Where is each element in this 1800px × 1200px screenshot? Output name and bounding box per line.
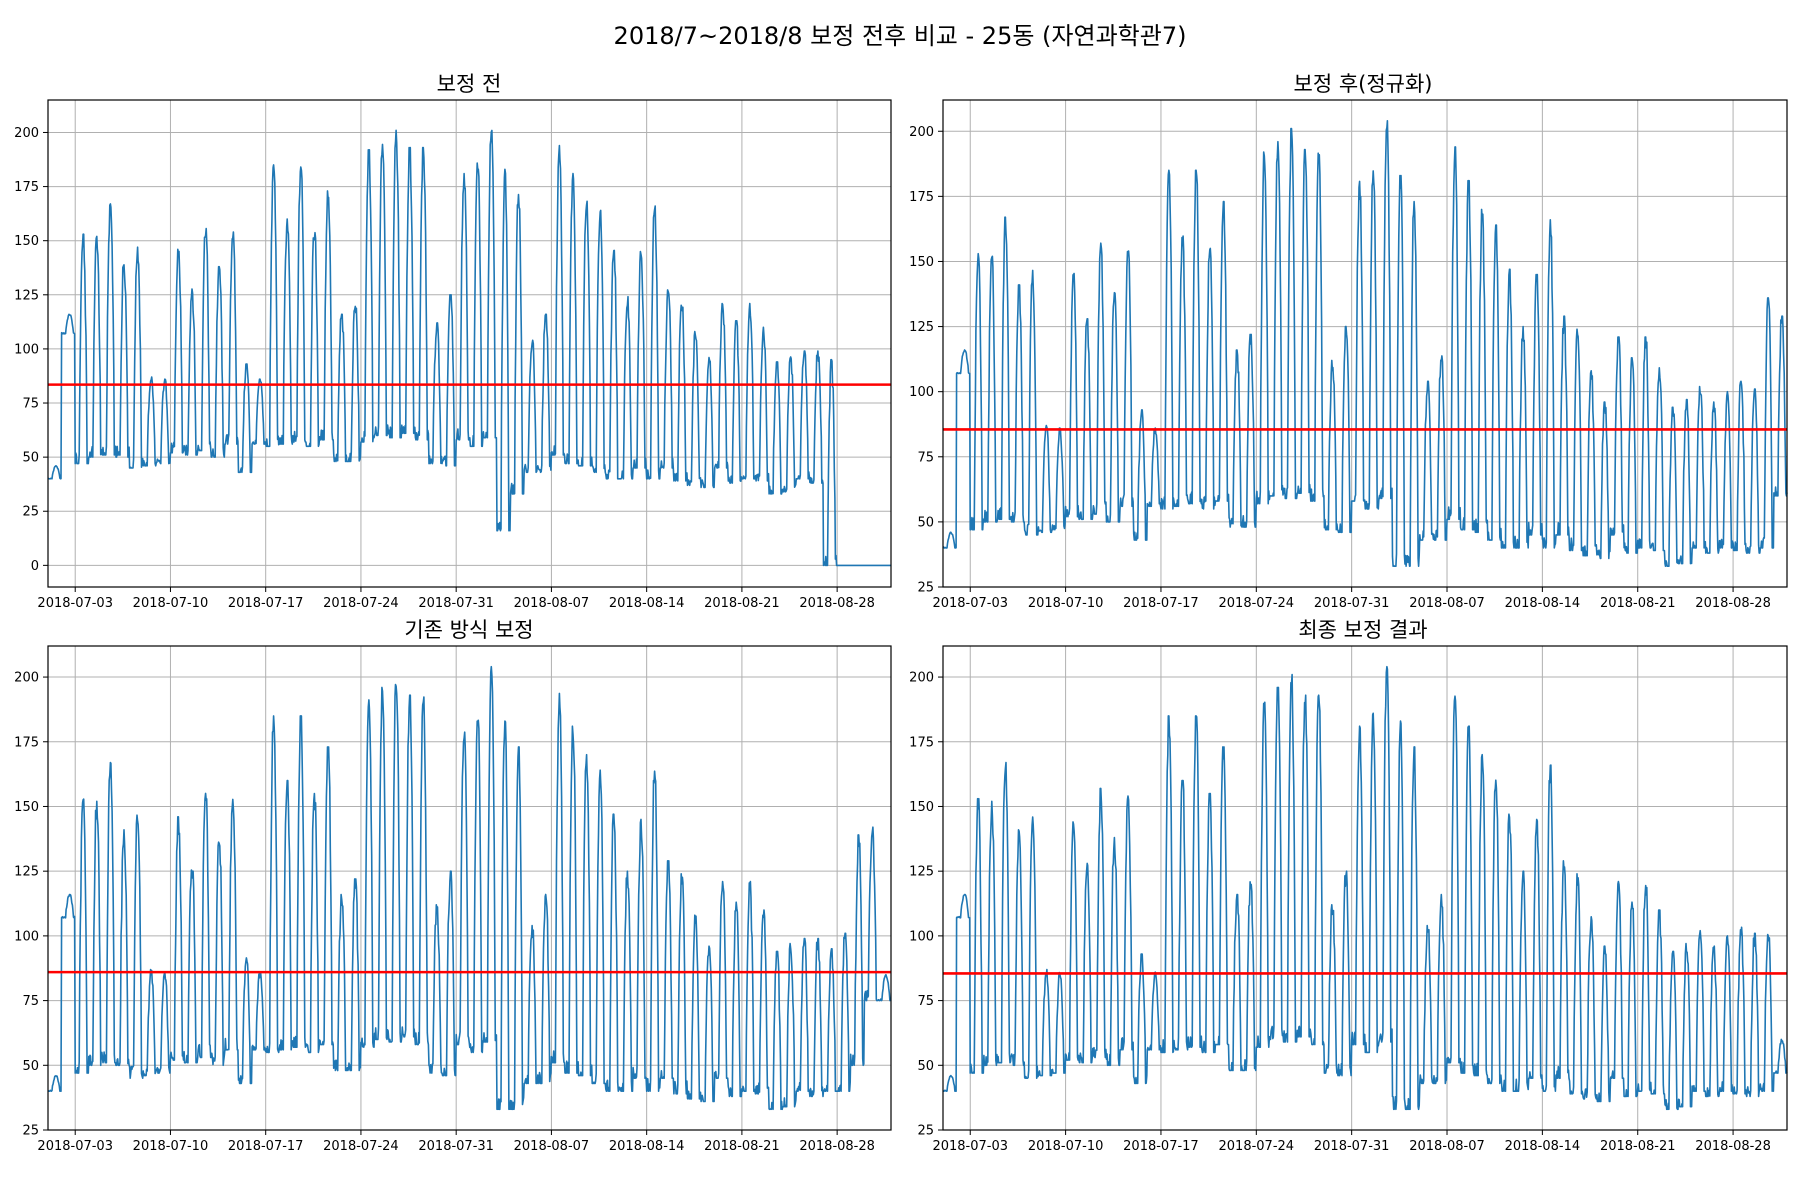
y-tick-label: 150: [909, 255, 934, 270]
panel-after-normalized: 보정 후(정규화) 25 50 75 100 125 150 175 200 2018-07-0…: [909, 72, 1788, 611]
x-tick-label: 2018-08-28: [799, 596, 875, 611]
series-line: [942, 120, 1788, 568]
series-line: [47, 129, 892, 567]
axes-frame: [942, 645, 1788, 1131]
axes-frame: [942, 99, 1788, 588]
x-tick-label: 2018-07-17: [1123, 1139, 1199, 1154]
y-tick-label: 150: [909, 800, 934, 815]
x-tick-label: 2018-08-14: [609, 596, 685, 611]
y-tick-label: 175: [909, 735, 934, 750]
x-tick-label: 2018-07-10: [133, 1139, 209, 1154]
y-tick-label: 175: [909, 190, 934, 205]
panel-final-correction: 최종 보정 결과 25 50 75 100 125 150 175 200 2018-07-03…: [909, 618, 1788, 1154]
y-tick-label: 50: [22, 451, 39, 466]
x-tick-label: 2018-07-31: [1314, 596, 1390, 611]
x-tick-label: 2018-07-10: [1028, 596, 1104, 611]
x-tick-label: 2018-07-03: [932, 1139, 1008, 1154]
x-tick-label: 2018-08-28: [799, 1139, 875, 1154]
y-tick-label: 150: [14, 800, 39, 815]
y-tick-label: 25: [917, 1124, 934, 1139]
y-tick-label: 75: [917, 450, 934, 465]
y-tick-label: 75: [917, 994, 934, 1009]
x-tick-label: 2018-08-28: [1695, 596, 1771, 611]
x-tick-label: 2018-07-17: [228, 1139, 304, 1154]
y-tick-label: 150: [14, 234, 39, 249]
x-tick-label: 2018-08-21: [704, 596, 780, 611]
y-tick-label: 125: [909, 320, 934, 335]
x-tick-label: 2018-08-21: [704, 1139, 780, 1154]
y-tick-label: 25: [917, 581, 934, 596]
y-tick-label: 25: [22, 505, 39, 520]
x-tick-label: 2018-07-31: [1314, 1139, 1390, 1154]
y-tick-label: 100: [909, 385, 934, 400]
panel-title: 보정 전: [437, 72, 502, 96]
y-tick-label: 50: [917, 515, 934, 530]
x-tick-label: 2018-07-24: [1219, 1139, 1295, 1154]
axes-frame: [47, 645, 892, 1131]
x-tick-label: 2018-07-17: [1123, 596, 1199, 611]
y-tick-label: 100: [909, 929, 934, 944]
y-tick-label: 25: [22, 1124, 39, 1139]
y-tick-label: 50: [917, 1059, 934, 1074]
y-tick-label: 200: [14, 671, 39, 686]
y-tick-label: 125: [909, 865, 934, 880]
x-tick-label: 2018-07-10: [133, 596, 209, 611]
y-tick-label: 100: [14, 929, 39, 944]
x-tick-label: 2018-08-07: [1409, 596, 1485, 611]
axes-frame: [47, 99, 892, 588]
x-tick-label: 2018-08-21: [1600, 1139, 1676, 1154]
y-tick-label: 125: [14, 865, 39, 880]
panel-title: 기존 방식 보정: [404, 618, 533, 642]
x-tick-label: 2018-08-07: [514, 1139, 590, 1154]
y-tick-label: 200: [14, 126, 39, 141]
y-tick-label: 200: [909, 125, 934, 140]
y-tick-label: 75: [22, 994, 39, 1009]
y-tick-label: 125: [14, 288, 39, 303]
series-line: [942, 665, 1788, 1111]
series-line: [47, 665, 892, 1111]
x-tick-label: 2018-08-07: [514, 596, 590, 611]
y-tick-label: 175: [14, 180, 39, 195]
panel-before-correction: 보정 전 0 25 50 75 100 125 150 175 200 2018-07-03 201…: [14, 72, 892, 611]
x-tick-label: 2018-07-17: [228, 596, 304, 611]
panel-title: 최종 보정 결과: [1298, 618, 1427, 642]
x-tick-label: 2018-08-07: [1409, 1139, 1485, 1154]
x-tick-label: 2018-07-24: [1219, 596, 1295, 611]
x-tick-label: 2018-07-24: [323, 1139, 399, 1154]
x-tick-label: 2018-07-03: [37, 596, 113, 611]
x-tick-label: 2018-07-10: [1028, 1139, 1104, 1154]
y-tick-label: 75: [22, 397, 39, 412]
y-tick-label: 100: [14, 342, 39, 357]
y-tick-label: 50: [22, 1059, 39, 1074]
y-tick-label: 175: [14, 735, 39, 750]
y-tick-label: 200: [909, 671, 934, 686]
x-tick-label: 2018-07-31: [418, 596, 494, 611]
figure-suptitle: 2018/7~2018/8 보정 전후 비교 - 25동 (자연과학관7): [614, 22, 1187, 50]
x-tick-label: 2018-08-14: [1505, 1139, 1581, 1154]
x-tick-label: 2018-07-31: [418, 1139, 494, 1154]
x-tick-label: 2018-07-24: [323, 596, 399, 611]
x-tick-label: 2018-07-03: [932, 596, 1008, 611]
panel-title: 보정 후(정규화): [1294, 72, 1433, 96]
x-tick-label: 2018-08-28: [1695, 1139, 1771, 1154]
x-tick-label: 2018-07-03: [37, 1139, 113, 1154]
y-tick-label: 0: [31, 559, 39, 574]
x-tick-label: 2018-08-14: [1505, 596, 1581, 611]
x-tick-label: 2018-08-14: [609, 1139, 685, 1154]
panel-legacy-correction: 기존 방식 보정 25 50 75 100 125 150 175 200 2018-07-03…: [14, 618, 892, 1154]
x-tick-label: 2018-08-21: [1600, 596, 1676, 611]
